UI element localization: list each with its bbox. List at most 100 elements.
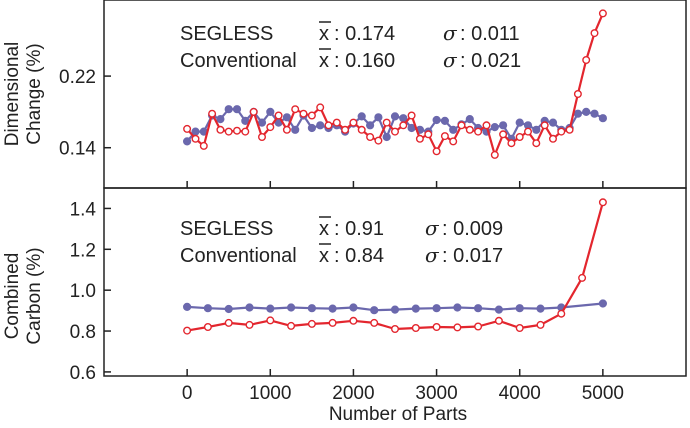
top-stat-name-segless: SEGLESS	[180, 23, 273, 45]
bottom-point-conventional	[598, 198, 607, 207]
top-point-conventional	[341, 125, 350, 134]
top-point-conventional	[349, 118, 358, 127]
top-point-segless	[191, 127, 200, 136]
top-stat-sigma-conventional: : 0.021	[460, 50, 521, 72]
top-point-segless	[390, 112, 400, 121]
top-point-conventional	[490, 150, 499, 159]
top-point-conventional	[291, 105, 300, 114]
bottom-point-segless	[432, 304, 441, 313]
top-stat-mean-segless: : 0.174	[334, 23, 395, 45]
top-point-conventional	[549, 134, 558, 143]
bottom-ylabel-line2: Carbon (%)	[24, 247, 45, 344]
top-stat-sigma-segless: : 0.011	[460, 23, 520, 45]
top-point-conventional	[191, 134, 200, 143]
top-point-segless	[465, 115, 474, 124]
top-point-conventional	[183, 124, 192, 133]
top-point-segless	[183, 137, 192, 146]
top-point-conventional	[224, 127, 233, 136]
bottom-stat-sigma-symbol-conventional: σ	[425, 243, 440, 267]
top-point-conventional	[424, 130, 433, 139]
bottom-point-conventional	[391, 325, 400, 334]
bottom-point-segless	[494, 305, 503, 314]
top-point-conventional	[266, 123, 275, 132]
bottom-point-conventional	[349, 316, 358, 325]
top-point-segless	[232, 105, 242, 114]
bottom-point-conventional	[494, 316, 503, 325]
top-point-conventional	[199, 141, 208, 150]
bottom-stat-mean-conventional: : 0.84	[334, 245, 384, 267]
bottom-stat-name-conventional: Conventional	[180, 245, 297, 267]
top-point-segless	[316, 121, 325, 130]
bottom-stat-sigma-conventional: : 0.017	[442, 245, 503, 267]
bottom-panel-frame	[103, 187, 687, 377]
top-point-segless	[266, 107, 275, 117]
bottom-point-conventional	[453, 323, 462, 332]
top-point-segless	[282, 113, 291, 122]
xtick-label: 2000	[332, 383, 374, 404]
x-axis-title: Number of Parts	[329, 404, 467, 425]
top-point-conventional	[474, 127, 483, 136]
bottom-point-segless	[245, 303, 254, 312]
top-point-conventional	[232, 126, 241, 135]
bottom-point-segless	[453, 303, 462, 312]
top-point-conventional	[449, 137, 458, 146]
bottom-ytick-label: 1.2	[70, 240, 96, 261]
series-layer	[183, 9, 608, 335]
bottom-point-segless	[349, 303, 358, 312]
bottom-ytick-label: 0.8	[70, 322, 96, 343]
top-point-conventional	[432, 147, 441, 156]
top-point-conventional	[482, 121, 491, 130]
bottom-stat-mean-symbol-segless: x	[319, 218, 329, 240]
bottom-ytick-label: 1.0	[70, 281, 96, 302]
top-point-conventional	[532, 139, 541, 148]
top-point-conventional	[357, 125, 366, 134]
top-point-conventional	[415, 134, 424, 143]
bottom-stat-sigma-symbol-segless: σ	[425, 216, 440, 240]
bottom-stat-sigma-segless: : 0.009	[442, 218, 503, 240]
top-point-conventional	[507, 139, 516, 148]
top-point-segless	[499, 121, 508, 130]
xtick-label: 3000	[415, 383, 457, 404]
bottom-point-segless	[598, 299, 608, 308]
top-stat-name-conventional: Conventional	[180, 50, 297, 72]
top-point-conventional	[590, 29, 599, 38]
bottom-point-conventional	[224, 318, 233, 327]
top-point-conventional	[299, 109, 308, 118]
top-point-conventional	[557, 127, 566, 136]
bottom-point-segless	[515, 304, 524, 313]
top-point-segless	[490, 123, 499, 132]
top-stat-mean-symbol-segless: x	[319, 23, 329, 45]
bottom-point-segless	[183, 302, 192, 311]
bottom-ytick-label: 0.6	[70, 363, 96, 384]
top-point-segless	[216, 115, 225, 124]
bottom-stat-name-segless: SEGLESS	[180, 218, 273, 240]
bottom-point-conventional	[370, 318, 379, 327]
bottom-point-conventional	[307, 319, 316, 328]
top-point-conventional	[382, 118, 391, 127]
top-point-segless	[224, 105, 233, 114]
bottom-ylabel-line1: Combined	[2, 253, 23, 340]
top-stat-sigma-symbol-conventional: σ	[443, 48, 458, 72]
top-point-segless	[382, 132, 391, 142]
top-point-segless	[374, 113, 383, 122]
top-point-conventional	[582, 56, 591, 65]
top-point-conventional	[282, 125, 291, 134]
top-ytick-label: 0.14	[59, 139, 96, 160]
xtick-label: 5000	[582, 383, 624, 404]
top-point-segless	[515, 118, 524, 127]
top-point-segless	[291, 125, 300, 134]
top-ytick-label: 0.22	[59, 67, 96, 88]
bottom-point-segless	[287, 303, 296, 312]
bottom-point-conventional	[266, 316, 275, 325]
top-point-segless	[440, 116, 449, 126]
top-stat-mean-symbol-conventional: x	[319, 50, 329, 72]
top-point-segless	[598, 114, 608, 123]
bottom-point-conventional	[536, 320, 545, 329]
top-stat-mean-conventional: : 0.160	[334, 50, 395, 72]
bottom-point-segless	[474, 304, 483, 313]
top-point-conventional	[457, 121, 466, 130]
top-point-segless	[307, 123, 316, 133]
bottom-point-segless	[328, 304, 337, 313]
top-point-segless	[357, 112, 366, 121]
